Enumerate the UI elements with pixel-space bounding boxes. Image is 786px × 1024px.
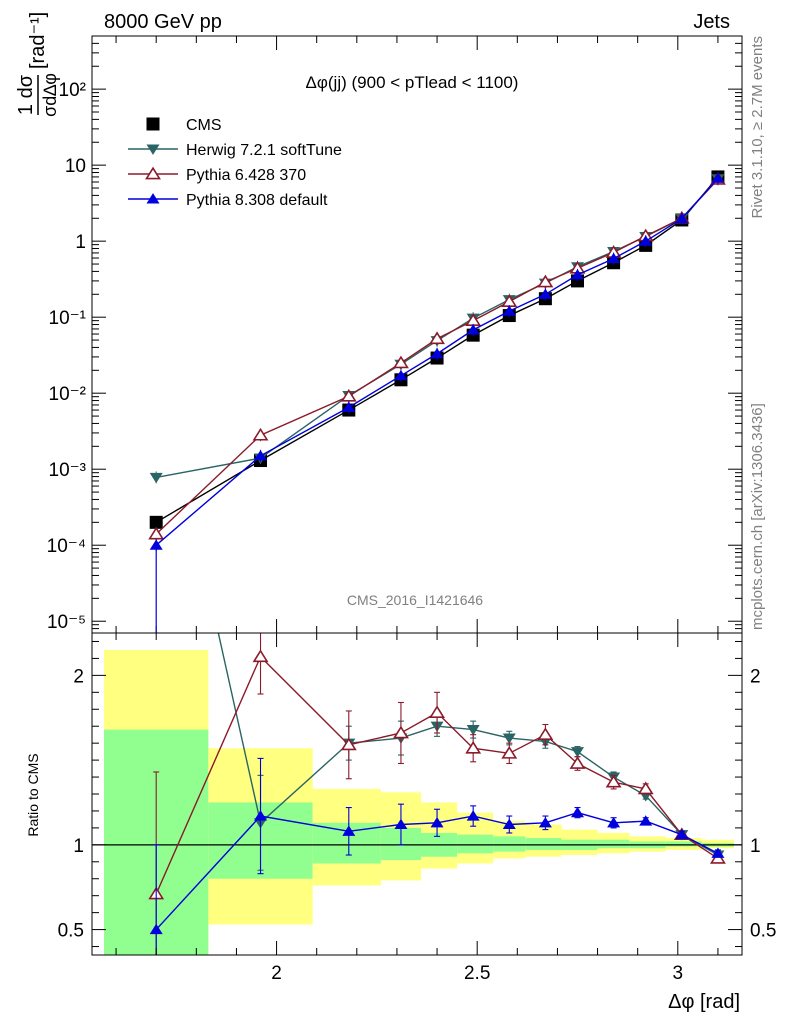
ratio-data-point — [150, 349, 163, 359]
main-y-tick-label: 10⁻² — [49, 384, 87, 405]
ratio-data-point — [393, 725, 409, 739]
legend-entry: CMS — [186, 117, 222, 134]
x-tick-label: 2.5 — [464, 963, 490, 984]
process-label: Jets — [693, 11, 730, 33]
data-point — [639, 235, 653, 246]
data-point — [502, 305, 516, 316]
ratio-y-tick-label: 1 — [73, 836, 84, 857]
x-axis-label: Δφ [rad] — [668, 991, 740, 1013]
mcplots-label: mcplots.cern.ch [arXiv:1306.3436] — [749, 403, 766, 630]
main-y-axis-label: 1 dσ σd∆φ [rad⁻¹] — [15, 12, 60, 117]
data-point — [342, 401, 356, 412]
x-tick-label: 3 — [673, 963, 684, 984]
ratio-data-point — [465, 740, 482, 754]
legend-entry: Herwig 7.2.1 softTune — [186, 142, 342, 159]
ratio-panel: 0.5 0.5 1 1 2 2 2 2.5 3 — [58, 349, 776, 984]
data-point — [148, 526, 165, 540]
data-point — [393, 355, 409, 369]
data-point — [394, 369, 408, 381]
legend-marker — [146, 144, 160, 155]
main-y-tick-label: 10² — [59, 80, 86, 101]
legend-marker — [145, 166, 161, 180]
ratio-data-point — [538, 816, 552, 828]
ratio-data-point — [149, 923, 163, 935]
main-y-tick-label: 10⁻¹ — [49, 308, 87, 329]
ratio-data-point — [466, 725, 480, 736]
main-y-tick-label: 10⁻³ — [49, 460, 87, 481]
ratio-y-tick-label-right: 0.5 — [750, 921, 776, 942]
main-title: Δφ(jj) (900 < pTlead < 1100) — [306, 73, 519, 92]
data-point — [254, 449, 268, 461]
data-point — [607, 252, 621, 264]
data-point — [340, 388, 357, 402]
data-point — [466, 324, 480, 335]
ratio-data-point — [502, 818, 516, 830]
ratio-data-point — [501, 745, 518, 759]
legend-marker — [146, 193, 160, 204]
data-point — [149, 472, 163, 484]
main-y-tick-label: 10⁻⁵ — [47, 612, 86, 633]
ratio-plot-area — [92, 349, 742, 955]
data-point — [570, 269, 584, 280]
ratio-data-point — [394, 818, 408, 830]
data-point — [252, 427, 269, 441]
ratio-data-point — [252, 649, 269, 663]
legend-marker — [146, 117, 160, 131]
ratio-data-point — [570, 806, 584, 818]
data-point — [429, 331, 446, 345]
ratio-data-point — [430, 816, 444, 828]
main-y-tick-label: 1 — [75, 232, 86, 253]
main-y-tick-label: 10⁻⁴ — [47, 536, 86, 557]
main-panel: 10⁻⁵ 10⁻⁴ 10⁻³ 10⁻² 10⁻¹ 1 10 10² — [47, 35, 743, 634]
ratio-data-point — [537, 727, 554, 741]
svg-text:1 dσ: 1 dσ — [15, 74, 37, 115]
ratio-data-point — [675, 828, 689, 840]
data-point — [711, 172, 725, 183]
stat-uncertainty-band — [525, 838, 562, 850]
ratio-y-axis-label: Ratio to CMS — [25, 753, 41, 836]
ratio-data-point — [502, 733, 516, 744]
ratio-data-point — [342, 825, 356, 836]
ratio-data-point — [569, 756, 586, 769]
svg-text:[rad⁻¹]: [rad⁻¹] — [27, 12, 49, 69]
ratio-data-point — [254, 810, 268, 821]
ratio-y-tick-label: 0.5 — [58, 921, 84, 942]
stat-uncertainty-band — [457, 834, 494, 854]
legend-entry: Pythia 8.308 default — [186, 192, 328, 209]
ratio-data-point — [607, 816, 621, 828]
rivet-label: Rivet 3.1.10, ≥ 2.7M events — [749, 36, 766, 219]
ratio-data-point — [639, 815, 653, 826]
ratio-data-point — [466, 810, 480, 821]
ratio-y-tick-label: 2 — [73, 666, 84, 687]
legend-entry: Pythia 6.428 370 — [186, 167, 306, 184]
ratio-data-point — [340, 737, 357, 751]
stat-uncertainty-band — [665, 841, 702, 847]
data-point — [430, 347, 444, 359]
ratio-data-point — [570, 747, 584, 758]
main-y-tick-label: 10 — [65, 156, 86, 177]
ratio-data-point — [711, 847, 725, 858]
x-tick-label: 2 — [271, 963, 282, 984]
analysis-id: CMS_2016_I1421646 — [347, 592, 483, 608]
ratio-data-point — [429, 705, 446, 719]
stat-uncertainty-band — [493, 836, 526, 852]
ratio-data-point — [605, 774, 622, 788]
data-point — [538, 288, 552, 299]
ratio-y-tick-label-right: 2 — [750, 666, 761, 687]
series-line-1 — [156, 178, 719, 479]
svg-text:σd∆φ: σd∆φ — [40, 73, 60, 117]
data-point — [149, 515, 163, 529]
energy-label: 8000 GeV pp — [104, 11, 222, 33]
stat-uncertainty-band — [597, 839, 630, 849]
data-point — [675, 212, 689, 224]
ratio-data-point — [637, 781, 654, 795]
legend: CMS Herwig 7.2.1 softTune Pythia 6.428 370… — [128, 117, 342, 209]
data-point — [149, 539, 163, 550]
ratio-y-tick-label-right: 1 — [750, 836, 761, 857]
data-point — [537, 274, 554, 288]
